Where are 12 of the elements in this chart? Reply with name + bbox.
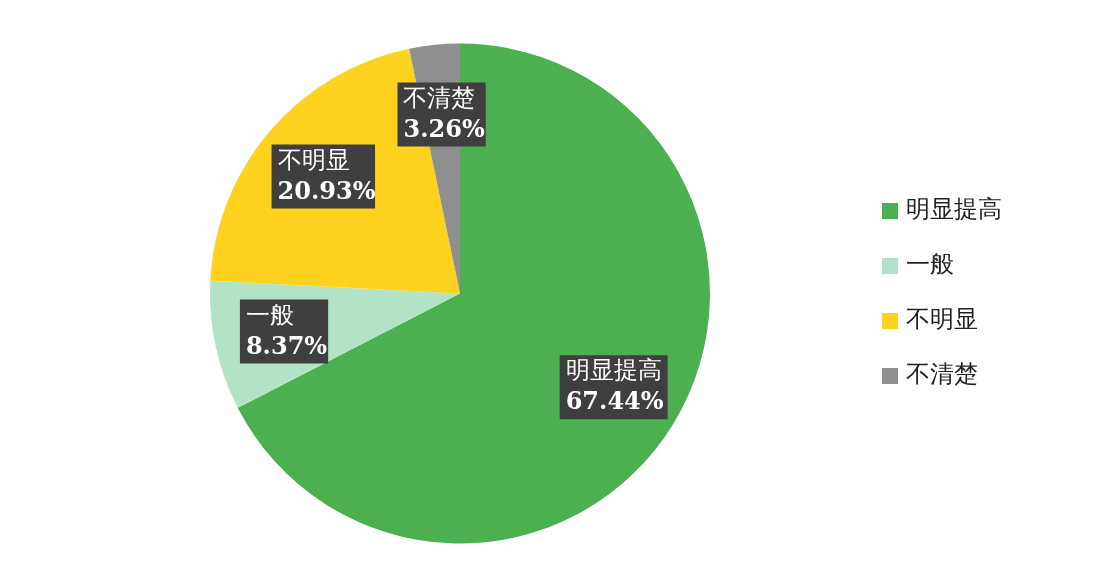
legend-label: 不明显 (906, 305, 978, 334)
data-label: 67.44% (565, 386, 664, 416)
data-label: 8.37% (245, 330, 328, 360)
slice-label: 明显提高 (565, 356, 662, 385)
legend-label: 不清楚 (906, 360, 978, 389)
legend-label: 明显提高 (906, 195, 1002, 224)
slice-label: 一般 (245, 300, 294, 329)
data-label: 3.26% (403, 113, 485, 143)
data-label: 20.93% (277, 175, 376, 205)
slice-label: 不明显 (277, 145, 350, 174)
slice-label: 不清楚 (403, 83, 476, 112)
legend-label: 一般 (906, 250, 954, 279)
